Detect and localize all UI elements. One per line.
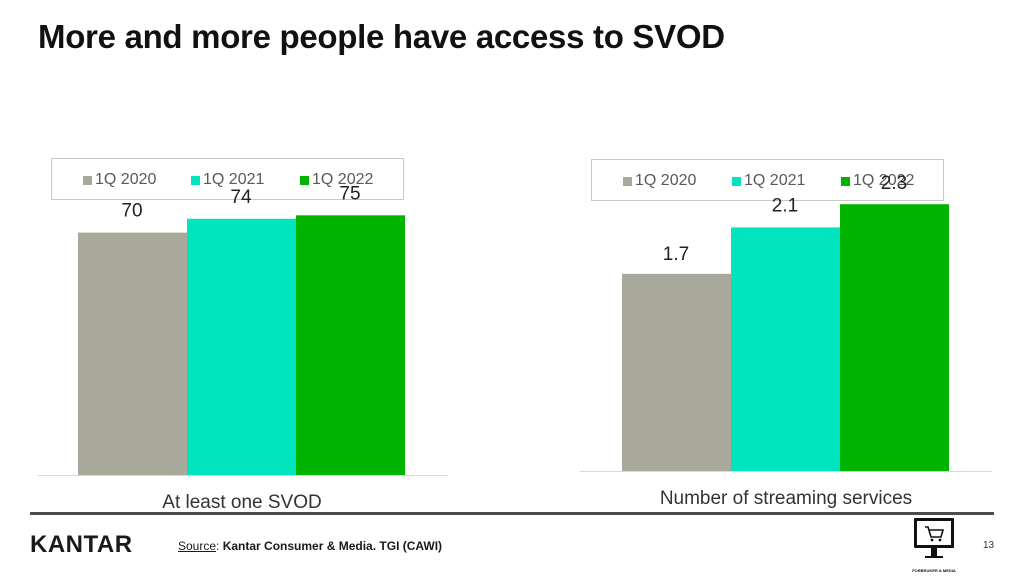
legend-left: 1Q 2020 1Q 2021 1Q 2022: [51, 158, 404, 200]
monitor-cart-icon: [914, 518, 954, 558]
bar-1q-2022: [296, 215, 405, 475]
legend-label-1q2020: 1Q 2020: [635, 172, 697, 189]
category-label: At least one SVOD: [162, 492, 321, 512]
data-label: 2.3: [881, 173, 907, 194]
data-label: 74: [230, 187, 252, 208]
legend-right: 1Q 2020 1Q 2021 1Q 2022: [591, 159, 944, 201]
category-label: Number of streaming services: [660, 488, 912, 509]
bar-1q-2022: [840, 204, 949, 471]
forbruker-media-badge: FORBRUKER & MEDIA: [903, 515, 965, 576]
legend-swatch-1q2022: [841, 177, 850, 186]
bar-1q-2021: [731, 227, 840, 471]
legend-label-1q2021: 1Q 2021: [744, 172, 806, 189]
data-label: 1.7: [663, 244, 689, 265]
data-label: 70: [121, 201, 142, 222]
legend-swatch-1q2020: [83, 176, 92, 185]
footer-divider: [30, 512, 994, 515]
source-value: Kantar Consumer & Media. TGI (CAWI): [222, 539, 443, 553]
legend-swatch-1q2020: [623, 177, 632, 186]
bar-1q-2020: [622, 273, 731, 471]
legend-label-1q2022: 1Q 2022: [312, 171, 374, 188]
legend-swatch-1q2021: [191, 176, 200, 185]
page-number: 13: [983, 540, 995, 551]
source-note: Source: Kantar Consumer & Media. TGI (CA…: [178, 539, 442, 553]
data-label: 2.1: [772, 195, 798, 216]
source-separator: :: [216, 539, 223, 553]
page-title: More and more people have access to SVOD: [38, 18, 725, 55]
bar-charts: 70 74 75 At least one SVOD 1.7 2.1 2.3 Number o…: [38, 173, 992, 512]
kantar-logo: KANTAR: [30, 531, 133, 558]
legend-swatch-1q2022: [300, 176, 309, 185]
legend-swatch-1q2021: [732, 177, 741, 186]
legend-label-1q2022: 1Q 2022: [853, 172, 915, 189]
badge-label: FORBRUKER & MEDIA: [912, 568, 956, 573]
bar-1q-2020: [78, 232, 187, 475]
bar-1q-2021: [187, 218, 296, 475]
data-label: 75: [339, 183, 360, 204]
legend-label-1q2021: 1Q 2021: [203, 171, 265, 188]
source-key[interactable]: Source: [178, 539, 217, 553]
legend-label-1q2020: 1Q 2020: [95, 171, 157, 188]
